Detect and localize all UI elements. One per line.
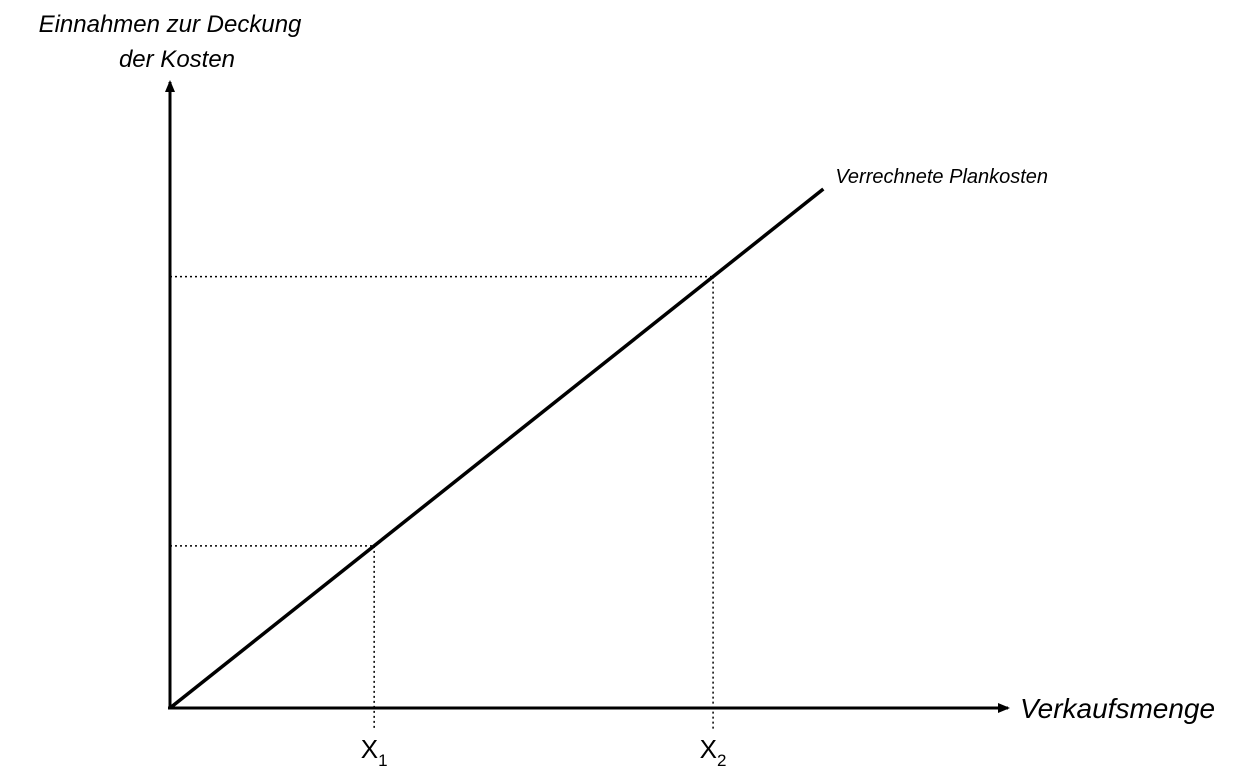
y-axis-label-line-1: Einnahmen zur Deckung — [39, 11, 302, 38]
x-axis-label: Verkaufsmenge — [1020, 693, 1215, 724]
x-tick-label-x1: X1 — [361, 734, 388, 767]
x-tick-label-x2: X2 — [700, 734, 727, 767]
y-axis-label-line-2: der Kosten — [119, 46, 235, 73]
series-line-verrechnete-plankosten — [168, 187, 825, 710]
series-label-verrechnete-plankosten: Verrechnete Plankosten — [835, 166, 1048, 188]
